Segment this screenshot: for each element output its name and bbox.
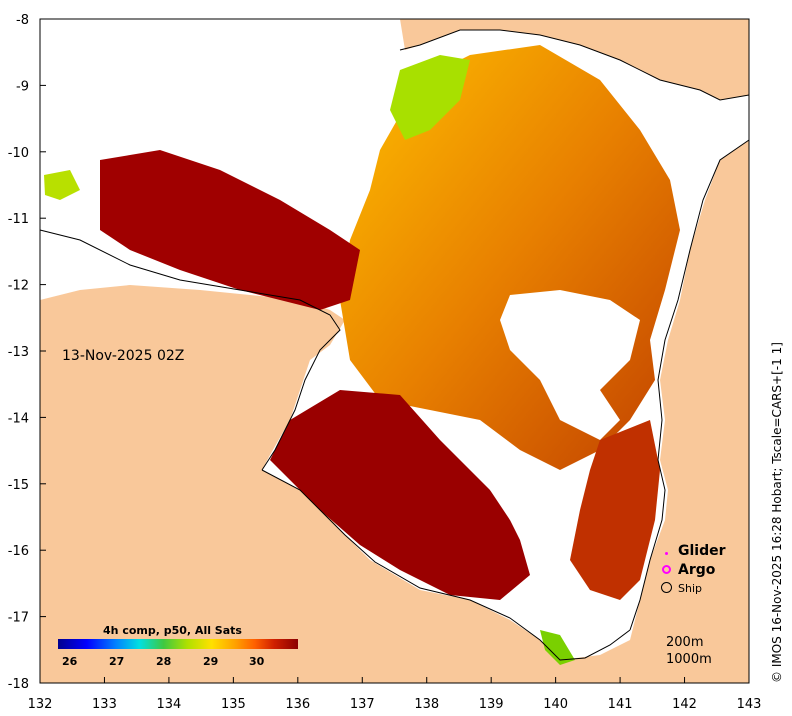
colorbar-tick-30: 30: [249, 655, 265, 668]
coastline-south: [261, 469, 631, 661]
lon-tick-label: 142: [672, 697, 697, 712]
lat-tick-label: -16: [8, 544, 29, 559]
lat-tick-label: -8: [16, 13, 29, 28]
platform-legend: Glider Argo Ship: [660, 541, 726, 598]
legend-ship: Ship: [660, 579, 726, 598]
lon-tick-label: 136: [285, 697, 310, 712]
colorbar-tick-29: 29: [203, 655, 219, 668]
lon-tick-label: 135: [221, 697, 246, 712]
coastline-east: [629, 139, 750, 631]
land-northeast: [400, 19, 749, 100]
lat-tick-label: -18: [8, 677, 29, 692]
cloud-gap-south: [480, 460, 570, 540]
lat-tick-label: -9: [16, 79, 29, 94]
sst-southwest-gulf: [270, 390, 530, 600]
glider-icon: [664, 551, 668, 555]
sst-green-north: [390, 55, 470, 140]
credit-text: © IMOS 16-Nov-2025 16:28 Hobart; Tscale=…: [770, 342, 784, 683]
coastline-west: [39, 229, 341, 471]
sst-green-south: [540, 630, 575, 665]
lat-tick-label: -17: [8, 611, 29, 626]
lon-tick-label: 143: [737, 697, 762, 712]
colorbar-tick-27: 27: [109, 655, 125, 668]
sst-northwest-coast: [100, 150, 360, 310]
lat-tick-label: -15: [8, 478, 29, 493]
lon-tick-label: 132: [28, 697, 53, 712]
ship-icon: [660, 581, 672, 593]
legend-glider: Glider: [660, 541, 726, 560]
colorbar: [58, 639, 298, 649]
lon-tick-label: 134: [156, 697, 181, 712]
lon-tick-label: 137: [350, 697, 375, 712]
lon-tick-label: 139: [479, 697, 504, 712]
argo-icon: [661, 564, 671, 574]
colorbar-tick-28: 28: [156, 655, 172, 668]
sst-east-coast: [570, 420, 660, 600]
latitude-axis: -8 -9 -10 -11 -12 -13 -14 -15 -16 -17 -18: [8, 13, 46, 692]
cloud-gap-center: [500, 290, 640, 440]
date-label: 13-Nov-2025 02Z: [62, 348, 185, 364]
lon-tick-label: 138: [414, 697, 439, 712]
lon-tick-label: 133: [92, 697, 117, 712]
lat-tick-label: -11: [8, 212, 29, 227]
colorbar-tick-26: 26: [62, 655, 78, 668]
lat-tick-label: -14: [8, 411, 29, 426]
depth-contour-legend: 200m 1000m: [666, 634, 712, 668]
legend-argo: Argo: [660, 560, 726, 579]
lon-tick-label: 141: [608, 697, 633, 712]
longitude-axis: 132 133 134 135 136 137 138 139 140 141 142 143: [28, 677, 762, 712]
colorbar-title: 4h comp, p50, All Sats: [103, 624, 242, 637]
lat-tick-label: -12: [8, 279, 29, 294]
lat-tick-label: -13: [8, 345, 29, 360]
land-western: [40, 140, 749, 683]
lat-tick-label: -10: [8, 146, 29, 161]
coastline-north: [399, 29, 750, 101]
lon-tick-label: 140: [543, 697, 568, 712]
depth-label-200: 200m: [666, 635, 704, 650]
sst-green-west: [44, 170, 80, 200]
depth-label-1000: 1000m: [666, 652, 712, 667]
